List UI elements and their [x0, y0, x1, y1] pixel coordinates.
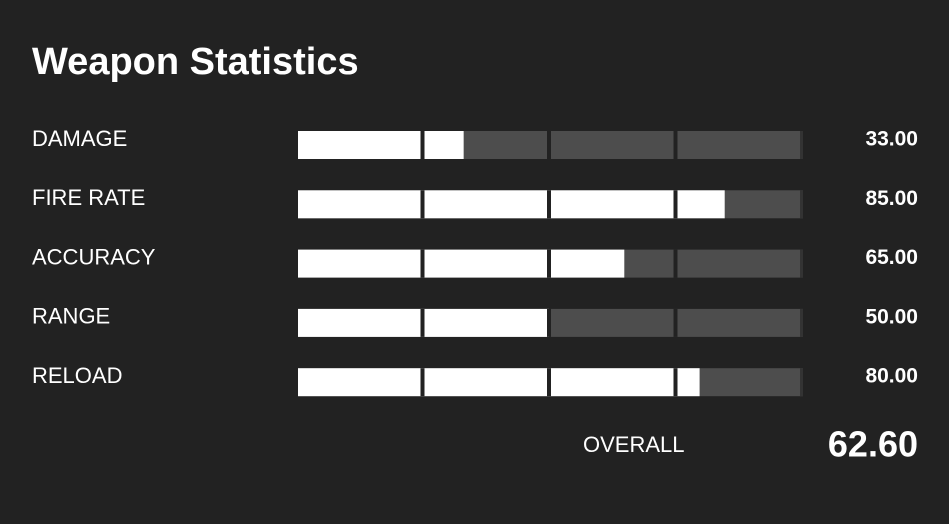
bar-end — [800, 368, 803, 397]
bar-end — [800, 249, 803, 278]
bar-segment-gap — [673, 368, 678, 397]
bar-segment-gap — [673, 249, 678, 278]
stat-value: 50.00 — [865, 305, 918, 328]
bar-segment-gap — [673, 190, 678, 219]
stat-label: RANGE — [32, 304, 110, 329]
bar-segment-gap — [420, 368, 425, 397]
overall-value: 62.60 — [828, 424, 918, 465]
stat-label: RELOAD — [32, 363, 122, 388]
bar-fill — [298, 131, 464, 159]
bar-segment-gap — [547, 368, 551, 397]
bar-end — [800, 308, 803, 337]
bar-segment-gap — [420, 308, 425, 337]
bar-segment-gap — [547, 131, 551, 159]
bar-fill — [298, 368, 700, 397]
bar-end — [800, 190, 803, 219]
bar-segment-gap — [420, 131, 425, 159]
bar-segment-gap — [673, 131, 678, 159]
bar-segment-gap — [420, 249, 425, 278]
stat-value: 65.00 — [865, 246, 918, 269]
bar-segment-gap — [420, 190, 425, 219]
bar-fill — [298, 249, 625, 278]
stat-value: 85.00 — [865, 187, 918, 210]
stat-label: DAMAGE — [32, 126, 127, 151]
bar-fill — [298, 190, 725, 219]
stat-value: 80.00 — [865, 365, 918, 388]
stat-label: ACCURACY — [32, 244, 156, 269]
panel-title: Weapon Statistics — [32, 41, 359, 83]
stat-value: 33.00 — [865, 128, 918, 151]
bar-segment-gap — [547, 190, 551, 219]
bar-segment-gap — [547, 308, 551, 337]
bar-segment-gap — [673, 308, 678, 337]
overall-label: OVERALL — [583, 432, 685, 457]
bar-segment-gap — [547, 249, 551, 278]
bar-end — [800, 131, 803, 159]
stat-label: FIRE RATE — [32, 185, 145, 210]
